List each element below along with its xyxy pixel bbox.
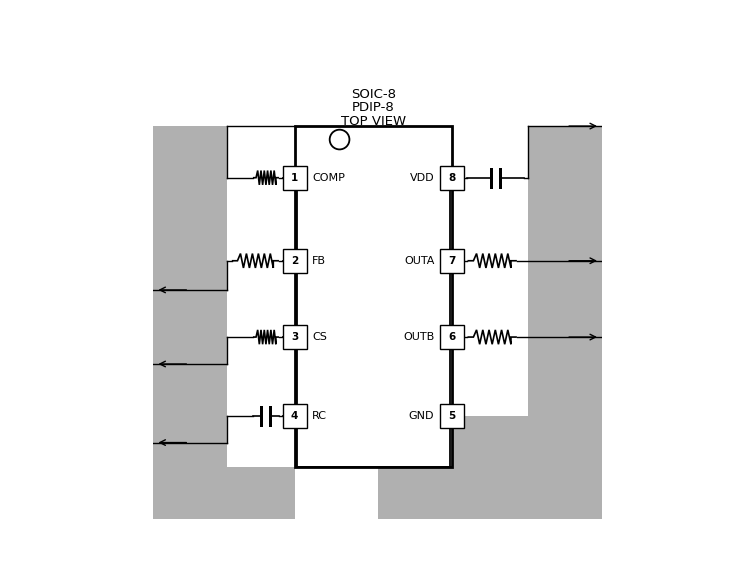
Bar bbox=[282, 325, 307, 349]
Bar bbox=[440, 403, 464, 428]
Bar bbox=[440, 325, 464, 349]
Bar bbox=[295, 126, 452, 467]
Bar bbox=[440, 166, 464, 190]
Text: 5: 5 bbox=[448, 410, 455, 420]
Text: 1: 1 bbox=[291, 173, 298, 182]
Bar bbox=[282, 403, 307, 428]
Text: 3: 3 bbox=[291, 332, 298, 342]
Text: 7: 7 bbox=[448, 256, 455, 266]
Text: SOIC-8: SOIC-8 bbox=[351, 88, 396, 101]
Text: COMP: COMP bbox=[312, 173, 345, 182]
Text: GND: GND bbox=[409, 410, 434, 420]
Bar bbox=[440, 248, 464, 273]
Bar bbox=[153, 467, 295, 519]
Text: 8: 8 bbox=[448, 173, 455, 182]
Text: OUTA: OUTA bbox=[404, 256, 434, 266]
Bar bbox=[282, 166, 307, 190]
Bar bbox=[153, 126, 227, 519]
Circle shape bbox=[329, 129, 349, 149]
Text: CS: CS bbox=[312, 332, 327, 342]
Text: 4: 4 bbox=[291, 410, 298, 420]
Bar bbox=[377, 416, 602, 519]
Text: 6: 6 bbox=[448, 332, 455, 342]
Text: RC: RC bbox=[312, 410, 327, 420]
Bar bbox=[282, 248, 307, 273]
Text: TOP VIEW: TOP VIEW bbox=[340, 115, 406, 128]
Text: PDIP-8: PDIP-8 bbox=[352, 101, 394, 114]
Text: 2: 2 bbox=[291, 256, 298, 266]
Bar bbox=[528, 126, 602, 519]
Text: FB: FB bbox=[312, 256, 326, 266]
Text: OUTB: OUTB bbox=[403, 332, 434, 342]
Text: VDD: VDD bbox=[410, 173, 434, 182]
